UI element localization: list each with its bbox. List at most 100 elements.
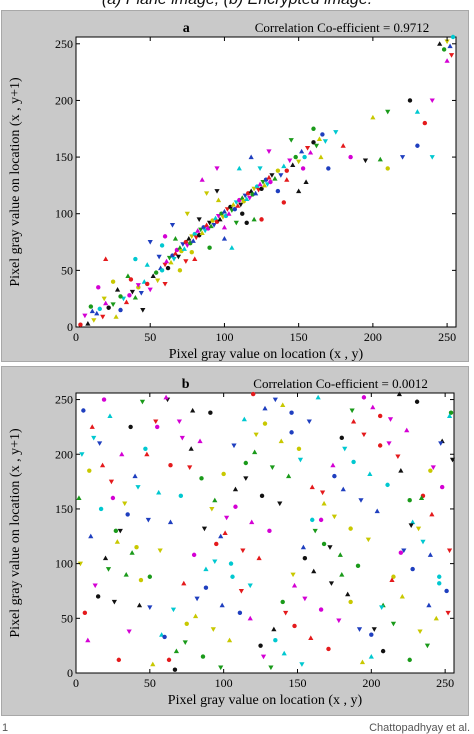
data-point xyxy=(398,468,404,473)
data-point xyxy=(99,462,106,468)
data-point xyxy=(446,413,453,418)
data-point xyxy=(156,489,162,495)
data-point xyxy=(429,155,435,160)
x-tick-label: 150 xyxy=(290,330,308,344)
data-point xyxy=(284,168,289,173)
data-point xyxy=(284,177,290,182)
chart-panel-b: 0 50 100 150 200 250 0 50 100 150 200 250 b Correlati… xyxy=(1,366,469,716)
data-point xyxy=(204,222,210,228)
data-point xyxy=(162,281,168,287)
data-point xyxy=(303,179,309,184)
data-point xyxy=(135,283,141,288)
data-point xyxy=(201,526,208,532)
data-point xyxy=(349,408,355,414)
data-point xyxy=(244,220,249,225)
data-point xyxy=(203,585,209,590)
data-point xyxy=(444,588,449,594)
data-point xyxy=(165,265,171,271)
data-point xyxy=(77,561,84,567)
data-point xyxy=(422,120,428,126)
data-point xyxy=(312,528,318,534)
data-point xyxy=(129,289,136,295)
data-point xyxy=(268,665,274,671)
data-point xyxy=(278,438,284,444)
chart-title: Correlation Co-efficient = 0.0012 xyxy=(253,376,428,391)
data-point xyxy=(311,568,317,574)
data-point xyxy=(437,581,442,586)
data-point xyxy=(179,435,185,441)
data-point xyxy=(337,552,343,557)
data-point xyxy=(140,308,146,313)
data-point xyxy=(262,421,268,426)
data-point xyxy=(247,583,253,589)
y-axis-label: Pixel gray value on location (x , y+1) xyxy=(8,428,23,638)
data-point xyxy=(407,98,413,103)
data-point xyxy=(232,486,239,492)
data-point xyxy=(327,545,333,550)
data-point xyxy=(418,495,425,500)
data-point xyxy=(361,432,367,438)
data-point xyxy=(290,162,296,168)
data-point xyxy=(155,278,161,284)
data-point xyxy=(441,47,447,52)
data-point xyxy=(107,413,113,418)
data-point xyxy=(232,206,238,212)
data-point xyxy=(340,143,346,148)
data-point xyxy=(310,517,315,523)
data-point xyxy=(191,552,197,558)
data-point xyxy=(448,410,454,415)
data-point xyxy=(166,657,172,663)
data-point xyxy=(299,662,305,667)
y-tick-label: 150 xyxy=(55,150,73,164)
data-point xyxy=(192,256,198,262)
data-point xyxy=(190,407,196,413)
data-point xyxy=(448,53,455,58)
data-point xyxy=(200,654,206,659)
data-point xyxy=(211,223,217,228)
data-point xyxy=(296,446,302,451)
data-point xyxy=(78,322,83,327)
data-point xyxy=(156,254,162,260)
data-point xyxy=(369,632,374,637)
data-point xyxy=(237,610,243,616)
data-point xyxy=(447,43,453,49)
data-point xyxy=(147,574,153,579)
data-point xyxy=(91,435,97,441)
data-point xyxy=(286,473,292,479)
data-point xyxy=(102,555,109,561)
data-point xyxy=(278,173,284,178)
data-point xyxy=(429,511,435,517)
data-point xyxy=(414,399,420,404)
data-point xyxy=(111,599,117,605)
data-point xyxy=(370,114,376,120)
data-point xyxy=(407,657,412,663)
data-point xyxy=(300,544,306,550)
data-point xyxy=(199,230,205,235)
data-point xyxy=(427,552,433,557)
data-point xyxy=(326,166,331,171)
data-point xyxy=(259,217,264,222)
data-point xyxy=(281,200,287,205)
data-point xyxy=(157,548,163,554)
data-point xyxy=(228,561,234,566)
data-point xyxy=(365,537,371,543)
data-point xyxy=(319,490,326,496)
data-point xyxy=(331,514,337,520)
x-tick-label: 200 xyxy=(362,676,380,690)
data-point xyxy=(296,188,302,194)
data-point xyxy=(307,149,314,155)
data-point xyxy=(199,476,204,481)
data-point xyxy=(348,154,353,160)
data-point xyxy=(92,583,98,589)
data-point xyxy=(101,296,107,302)
data-point xyxy=(218,533,224,539)
y-axis-label: Pixel gray value on location (x , y+1) xyxy=(8,77,23,287)
data-point xyxy=(377,156,383,162)
y-tick-label: 0 xyxy=(67,320,73,334)
data-point xyxy=(181,246,187,251)
data-point xyxy=(351,459,356,465)
data-point xyxy=(170,607,177,613)
data-point xyxy=(356,627,363,632)
data-point xyxy=(302,154,307,160)
data-point xyxy=(249,519,255,525)
